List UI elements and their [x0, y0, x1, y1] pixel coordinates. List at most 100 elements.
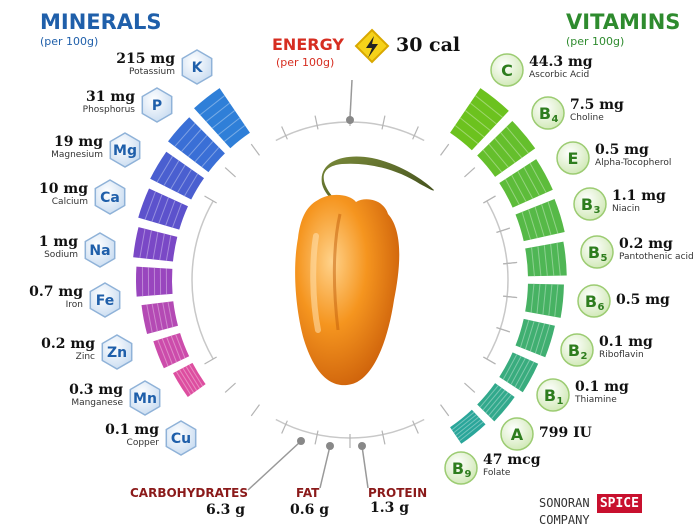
vitamin-bar-stripe — [502, 354, 518, 380]
vitamin-bar-stripe — [556, 242, 561, 276]
lightning-icon — [354, 28, 390, 64]
vitamin-letter: B — [585, 292, 597, 311]
vitamin-bar-stripe — [504, 178, 520, 205]
vitamin-bar-b4 — [477, 121, 536, 177]
vitamin-amount: 1.1 mg — [612, 188, 666, 204]
mineral-name: Zinc — [75, 352, 95, 362]
brand-middle: SPICE — [596, 494, 642, 513]
mineral-bar-stripe — [163, 160, 180, 186]
vitamin-label-c: 44.3 mg Ascorbic Acid — [529, 54, 593, 80]
vitamin-bar-stripe — [537, 246, 542, 277]
vitamin-bar-stripe — [475, 95, 503, 118]
circle-shape — [490, 53, 524, 87]
hexagon-shape — [109, 132, 141, 168]
mineral-symbol: Cu — [171, 431, 191, 447]
tick — [314, 115, 319, 130]
mineral-bar-stripe — [165, 235, 172, 261]
mineral-amount: 0.3 mg — [69, 382, 123, 398]
vitamin-name: Thiamine — [575, 395, 617, 405]
mineral-badge-zn: Zn — [101, 334, 133, 370]
mineral-bar-stripe — [171, 203, 182, 228]
tick — [314, 430, 319, 445]
hexagon-shape — [94, 179, 126, 215]
arc-right — [486, 200, 509, 360]
energy-pointer-dot — [346, 116, 354, 124]
vitamin-bar-stripe — [464, 110, 491, 131]
tick — [496, 327, 510, 333]
circle-shape — [444, 451, 478, 485]
mineral-bar-stripe — [194, 140, 214, 163]
mineral-bar-p — [168, 117, 225, 173]
brand-logo: SONORAN SPICE COMPANY — [539, 494, 689, 527]
protein-label: PROTEIN — [368, 486, 428, 500]
mineral-bar-stripe — [182, 367, 198, 391]
vitamin-bars — [450, 88, 567, 444]
tick — [464, 382, 476, 393]
tick — [381, 115, 386, 130]
vitamin-bar-stripe — [530, 283, 535, 313]
vitamin-label-b6: 0.5 mg — [616, 292, 670, 308]
mineral-bars — [133, 88, 250, 397]
mineral-label-ca: 10 mg Calcium — [39, 181, 88, 207]
vitamin-bar-stripe — [529, 162, 547, 193]
vitamin-bar-stripe — [514, 359, 531, 388]
carbohydrates-value: 6.3 g — [206, 502, 246, 518]
vitamin-name: Choline — [570, 113, 604, 123]
vitamin-name: Folate — [483, 468, 511, 478]
mineral-bar-stripe — [174, 122, 196, 147]
tick — [503, 295, 518, 299]
mineral-bar-stripe — [217, 117, 241, 136]
mineral-bar-stripe — [167, 301, 174, 328]
vitamin-bar-stripe — [500, 132, 523, 159]
mineral-symbol: K — [192, 60, 204, 76]
tick — [412, 420, 419, 434]
vitamin-badge-e: E — [556, 141, 590, 175]
mineral-bar-stripe — [179, 369, 195, 393]
carbohydrates-label: CARBOHYDRATES — [130, 486, 248, 500]
protein-value: 1.3 g — [370, 500, 410, 516]
mineral-symbol: Fe — [96, 293, 115, 309]
vitamin-bar-stripe — [451, 411, 475, 431]
vitamin-bar-stripe — [510, 357, 526, 385]
vitamin-bar-stripe — [506, 355, 522, 383]
mineral-bar-stripe — [139, 228, 146, 259]
tick — [381, 430, 386, 445]
mineral-symbol: P — [152, 98, 162, 114]
mineral-label-mn: 0.3 mg Manganese — [69, 382, 123, 408]
vitamin-bar-stripe — [521, 211, 532, 240]
mineral-label-cu: 0.1 mg Copper — [105, 422, 159, 448]
vitamin-label-b4: 7.5 mg Choline — [570, 97, 624, 123]
vitamin-bar-stripe — [531, 247, 535, 277]
mineral-bar-stripe — [162, 302, 169, 329]
vitamin-bar-stripe — [506, 126, 529, 154]
tick — [464, 167, 476, 178]
mineral-label-zn: 0.2 mg Zinc — [41, 336, 95, 362]
vitamin-index: 4 — [552, 114, 559, 125]
vitamin-badges: CB 4EB 3B 5B 6B 2B 1AB 9 — [444, 53, 614, 485]
tick — [281, 126, 288, 140]
vitamin-bar-stripe — [524, 321, 535, 350]
vitamin-bar-stripe — [554, 284, 559, 317]
tick — [440, 404, 450, 417]
vitamin-bar-stripe — [541, 204, 552, 236]
mineral-bar-stripe — [157, 339, 169, 367]
vitamin-amount: 44.3 mg — [529, 54, 593, 70]
mineral-bar-stripe — [175, 371, 192, 396]
vitamin-bar-stripe — [488, 143, 509, 168]
vitamin-badge-a: A — [500, 417, 534, 451]
vitamin-letter: B — [581, 195, 593, 214]
vitamin-bar-stripe — [523, 166, 540, 196]
mineral-name: Sodium — [44, 250, 78, 260]
vitamin-amount: 0.1 mg — [575, 379, 629, 395]
tick — [412, 126, 419, 140]
mineral-amount: 1 mg — [38, 234, 78, 250]
vitamin-letter: B — [452, 459, 464, 478]
mineral-amount: 0.2 mg — [41, 336, 95, 352]
vitamin-label-a: 799 IU — [539, 425, 592, 441]
vitamin-amount: 7.5 mg — [570, 97, 624, 113]
